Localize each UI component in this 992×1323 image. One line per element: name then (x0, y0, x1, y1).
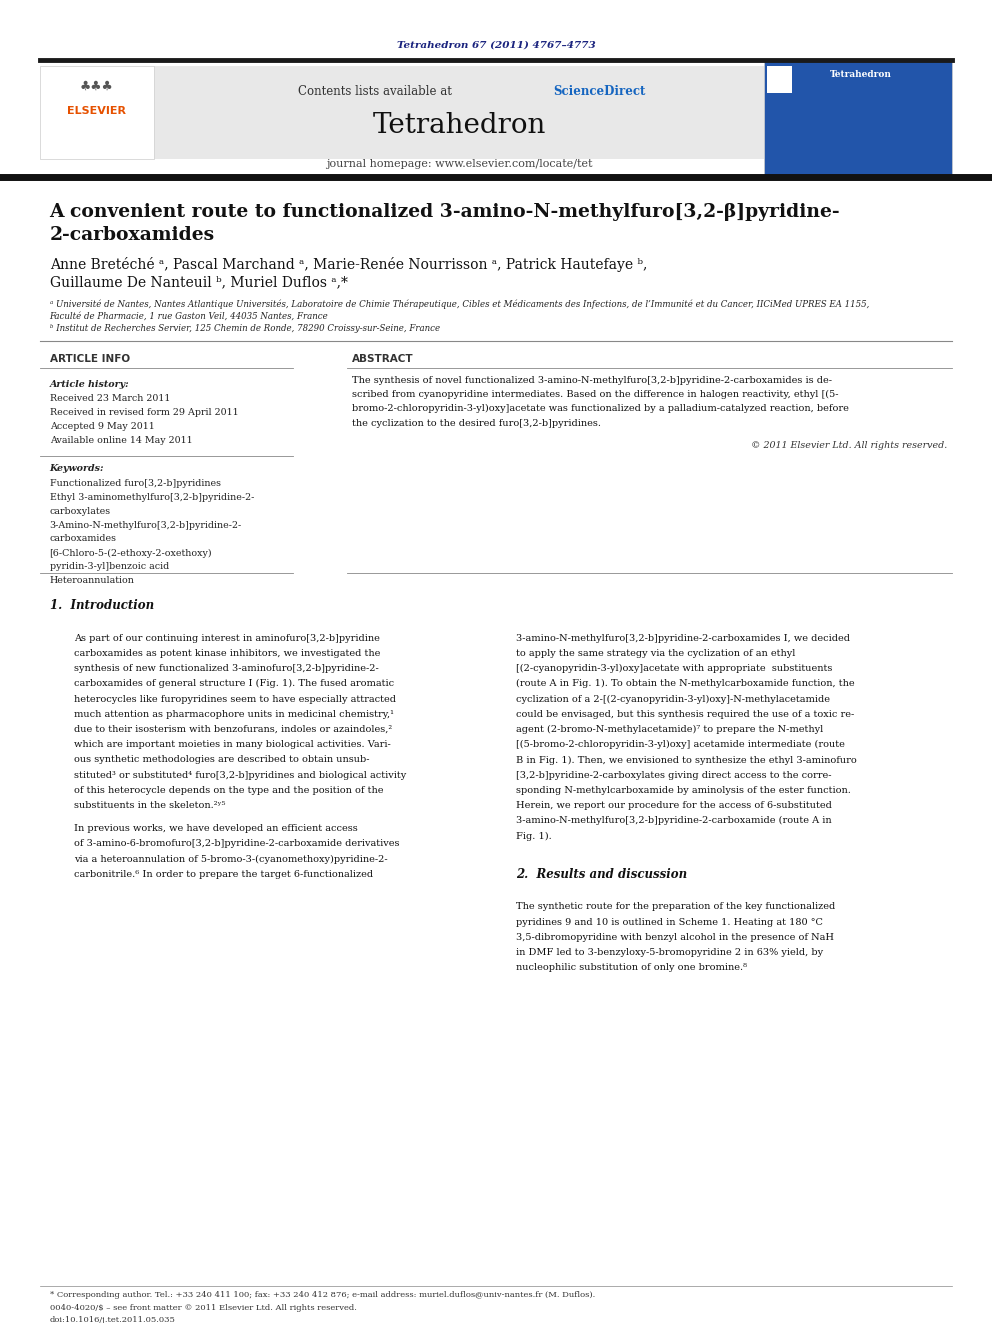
Text: ABSTRACT: ABSTRACT (352, 353, 414, 364)
Text: Keywords:: Keywords: (50, 464, 104, 474)
Text: scribed from cyanopyridine intermediates. Based on the difference in halogen rea: scribed from cyanopyridine intermediates… (352, 390, 838, 400)
Text: 3-Amino-N-methylfuro[3,2-b]pyridine-2-: 3-Amino-N-methylfuro[3,2-b]pyridine-2- (50, 520, 242, 529)
Text: carboxamides as potent kinase inhibitors, we investigated the: carboxamides as potent kinase inhibitors… (74, 648, 381, 658)
Text: to apply the same strategy via the cyclization of an ethyl: to apply the same strategy via the cycli… (516, 648, 796, 658)
Text: of 3-amino-6-bromofuro[3,2-b]pyridine-2-carboxamide derivatives: of 3-amino-6-bromofuro[3,2-b]pyridine-2-… (74, 840, 400, 848)
Text: 3,5-dibromopyridine with benzyl alcohol in the presence of NaH: 3,5-dibromopyridine with benzyl alcohol … (516, 933, 834, 942)
Text: Accepted 9 May 2011: Accepted 9 May 2011 (50, 422, 155, 431)
Text: * Corresponding author. Tel.: +33 240 411 100; fax: +33 240 412 876; e-mail addr: * Corresponding author. Tel.: +33 240 41… (50, 1291, 595, 1299)
Text: carboxylates: carboxylates (50, 507, 111, 516)
Text: heterocycles like furopyridines seem to have especially attracted: heterocycles like furopyridines seem to … (74, 695, 397, 704)
Text: carbonitrile.⁶ In order to prepare the target 6-functionalized: carbonitrile.⁶ In order to prepare the t… (74, 871, 374, 878)
Text: [(2-cyanopyridin-3-yl)oxy]acetate with appropriate  substituents: [(2-cyanopyridin-3-yl)oxy]acetate with a… (516, 664, 832, 673)
Text: ♣♣♣: ♣♣♣ (79, 79, 113, 93)
Text: carboxamides of general structure I (Fig. 1). The fused aromatic: carboxamides of general structure I (Fig… (74, 679, 395, 688)
Text: Tetrahedron: Tetrahedron (830, 70, 892, 78)
Text: Article history:: Article history: (50, 380, 129, 389)
Text: of this heterocycle depends on the type and the position of the: of this heterocycle depends on the type … (74, 786, 384, 795)
Text: the cyclization to the desired furo[3,2-b]pyridines.: the cyclization to the desired furo[3,2-… (352, 418, 601, 427)
Text: Guillaume De Nanteuil ᵇ, Muriel Duflos ᵃ,*: Guillaume De Nanteuil ᵇ, Muriel Duflos ᵃ… (50, 275, 347, 288)
Text: ous synthetic methodologies are described to obtain unsub-: ous synthetic methodologies are describe… (74, 755, 370, 765)
Text: cyclization of a 2-[(2-cyanopyridin-3-yl)oxy]-N-methylacetamide: cyclization of a 2-[(2-cyanopyridin-3-yl… (516, 695, 830, 704)
Text: The synthetic route for the preparation of the key functionalized: The synthetic route for the preparation … (516, 902, 835, 912)
Text: B in Fig. 1). Then, we envisioned to synthesize the ethyl 3-aminofuro: B in Fig. 1). Then, we envisioned to syn… (516, 755, 856, 765)
Text: sponding N-methylcarboxamide by aminolysis of the ester function.: sponding N-methylcarboxamide by aminolys… (516, 786, 851, 795)
Text: journal homepage: www.elsevier.com/locate/tet: journal homepage: www.elsevier.com/locat… (326, 159, 592, 169)
Text: 2.  Results and discussion: 2. Results and discussion (516, 868, 687, 881)
Text: 1.  Introduction: 1. Introduction (50, 599, 154, 613)
Text: which are important moieties in many biological activities. Vari-: which are important moieties in many bio… (74, 740, 391, 749)
Text: 3-amino-N-methylfuro[3,2-b]pyridine-2-carboxamide (route A in: 3-amino-N-methylfuro[3,2-b]pyridine-2-ca… (516, 816, 831, 826)
Text: due to their isosterism with benzofurans, indoles or azaindoles,²: due to their isosterism with benzofurans… (74, 725, 393, 734)
Text: Anne Bretéché ᵃ, Pascal Marchand ᵃ, Marie-Renée Nourrisson ᵃ, Patrick Hautefaye : Anne Bretéché ᵃ, Pascal Marchand ᵃ, Mari… (50, 257, 647, 273)
Text: 2-carboxamides: 2-carboxamides (50, 226, 214, 245)
Text: Heteroannulation: Heteroannulation (50, 577, 135, 585)
Text: The synthesis of novel functionalized 3-amino-N-methylfuro[3,2-b]pyridine-2-carb: The synthesis of novel functionalized 3-… (352, 376, 832, 385)
Text: carboxamides: carboxamides (50, 534, 117, 544)
Text: synthesis of new functionalized 3-aminofuro[3,2-b]pyridine-2-: synthesis of new functionalized 3-aminof… (74, 664, 379, 673)
Text: ELSEVIER: ELSEVIER (66, 106, 126, 116)
Text: Fig. 1).: Fig. 1). (516, 832, 552, 840)
Text: Ethyl 3-aminomethylfuro[3,2-b]pyridine-2-: Ethyl 3-aminomethylfuro[3,2-b]pyridine-2… (50, 492, 254, 501)
Text: Herein, we report our procedure for the access of 6-substituted: Herein, we report our procedure for the … (516, 800, 831, 810)
Text: nucleophilic substitution of only one bromine.⁸: nucleophilic substitution of only one br… (516, 963, 747, 972)
Text: Received 23 March 2011: Received 23 March 2011 (50, 394, 170, 404)
Text: ARTICLE INFO: ARTICLE INFO (50, 353, 130, 364)
Text: (route A in Fig. 1). To obtain the N-methylcarboxamide function, the: (route A in Fig. 1). To obtain the N-met… (516, 679, 854, 688)
Text: © 2011 Elsevier Ltd. All rights reserved.: © 2011 Elsevier Ltd. All rights reserved… (751, 441, 947, 450)
FancyBboxPatch shape (40, 66, 154, 159)
Text: Contents lists available at: Contents lists available at (298, 85, 455, 98)
Text: doi:10.1016/j.tet.2011.05.035: doi:10.1016/j.tet.2011.05.035 (50, 1316, 176, 1323)
Text: A convenient route to functionalized 3-amino-Ν-methylfuro[3,2-β]pyridine-: A convenient route to functionalized 3-a… (50, 202, 840, 221)
Text: agent (2-bromo-N-methylacetamide)⁷ to prepare the N-methyl: agent (2-bromo-N-methylacetamide)⁷ to pr… (516, 725, 823, 734)
FancyBboxPatch shape (154, 66, 764, 159)
Text: stituted³ or substituted⁴ furo[3,2-b]pyridines and biological activity: stituted³ or substituted⁴ furo[3,2-b]pyr… (74, 770, 407, 779)
Text: via a heteroannulation of 5-bromo-3-(cyanomethoxy)pyridine-2-: via a heteroannulation of 5-bromo-3-(cya… (74, 855, 388, 864)
Text: substituents in the skeleton.²ʸ⁵: substituents in the skeleton.²ʸ⁵ (74, 800, 226, 810)
Text: bromo-2-chloropyridin-3-yl)oxy]acetate was functionalized by a palladium-catalyz: bromo-2-chloropyridin-3-yl)oxy]acetate w… (352, 405, 849, 413)
Text: Available online 14 May 2011: Available online 14 May 2011 (50, 437, 192, 445)
Text: [6-Chloro-5-(2-ethoxy-2-oxethoxy): [6-Chloro-5-(2-ethoxy-2-oxethoxy) (50, 548, 212, 557)
Text: Faculté de Pharmacie, 1 rue Gaston Veil, 44035 Nantes, France: Faculté de Pharmacie, 1 rue Gaston Veil,… (50, 312, 328, 320)
Text: ᵃ Université de Nantes, Nantes Atlantique Universités, Laboratoire de Chimie Thé: ᵃ Université de Nantes, Nantes Atlantiqu… (50, 299, 869, 310)
Text: 3-amino-N-methylfuro[3,2-b]pyridine-2-carboxamides I, we decided: 3-amino-N-methylfuro[3,2-b]pyridine-2-ca… (516, 634, 850, 643)
Text: Functionalized furo[3,2-b]pyridines: Functionalized furo[3,2-b]pyridines (50, 479, 220, 488)
Text: could be envisaged, but this synthesis required the use of a toxic re-: could be envisaged, but this synthesis r… (516, 709, 854, 718)
Text: in DMF led to 3-benzyloxy-5-bromopyridine 2 in 63% yield, by: in DMF led to 3-benzyloxy-5-bromopyridin… (516, 949, 823, 957)
Text: In previous works, we have developed an efficient access: In previous works, we have developed an … (74, 824, 358, 833)
Text: 0040-4020/$ – see front matter © 2011 Elsevier Ltd. All rights reserved.: 0040-4020/$ – see front matter © 2011 El… (50, 1304, 356, 1312)
Text: much attention as pharmacophore units in medicinal chemistry,¹: much attention as pharmacophore units in… (74, 709, 395, 718)
FancyBboxPatch shape (764, 60, 952, 175)
Text: ᵇ Institut de Recherches Servier, 125 Chemin de Ronde, 78290 Croissy-sur-Seine, : ᵇ Institut de Recherches Servier, 125 Ch… (50, 324, 439, 332)
Text: Tetrahedron 67 (2011) 4767–4773: Tetrahedron 67 (2011) 4767–4773 (397, 41, 595, 49)
Text: ScienceDirect: ScienceDirect (554, 85, 646, 98)
Text: As part of our continuing interest in aminofuro[3,2-b]pyridine: As part of our continuing interest in am… (74, 634, 380, 643)
FancyBboxPatch shape (767, 66, 792, 93)
Text: [(5-bromo-2-chloropyridin-3-yl)oxy] acetamide intermediate (route: [(5-bromo-2-chloropyridin-3-yl)oxy] acet… (516, 740, 845, 749)
Text: pyridin-3-yl]benzoic acid: pyridin-3-yl]benzoic acid (50, 562, 169, 572)
Text: pyridines 9 and 10 is outlined in Scheme 1. Heating at 180 °C: pyridines 9 and 10 is outlined in Scheme… (516, 918, 822, 926)
Text: [3,2-b]pyridine-2-carboxylates giving direct access to the corre-: [3,2-b]pyridine-2-carboxylates giving di… (516, 770, 831, 779)
Text: Received in revised form 29 April 2011: Received in revised form 29 April 2011 (50, 407, 238, 417)
Text: Tetrahedron: Tetrahedron (373, 112, 546, 139)
